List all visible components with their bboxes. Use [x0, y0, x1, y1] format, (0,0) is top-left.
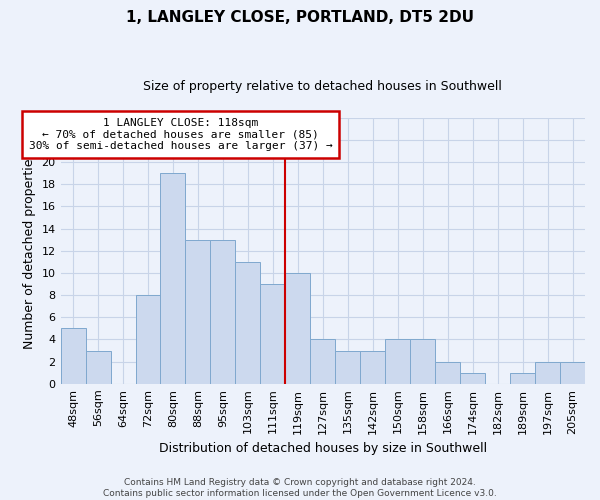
Bar — [136, 295, 160, 384]
X-axis label: Distribution of detached houses by size in Southwell: Distribution of detached houses by size … — [159, 442, 487, 455]
Bar — [460, 372, 485, 384]
Title: Size of property relative to detached houses in Southwell: Size of property relative to detached ho… — [143, 80, 502, 93]
Bar — [435, 362, 460, 384]
Bar — [235, 262, 260, 384]
Bar — [335, 350, 360, 384]
Bar — [410, 340, 435, 384]
Bar — [260, 284, 286, 384]
Bar — [86, 350, 110, 384]
Text: 1 LANGLEY CLOSE: 118sqm
← 70% of detached houses are smaller (85)
30% of semi-de: 1 LANGLEY CLOSE: 118sqm ← 70% of detache… — [29, 118, 332, 151]
Bar — [185, 240, 211, 384]
Text: Contains HM Land Registry data © Crown copyright and database right 2024.
Contai: Contains HM Land Registry data © Crown c… — [103, 478, 497, 498]
Text: 1, LANGLEY CLOSE, PORTLAND, DT5 2DU: 1, LANGLEY CLOSE, PORTLAND, DT5 2DU — [126, 10, 474, 25]
Bar — [61, 328, 86, 384]
Bar — [535, 362, 560, 384]
Bar — [510, 372, 535, 384]
Y-axis label: Number of detached properties: Number of detached properties — [23, 152, 36, 350]
Bar — [360, 350, 385, 384]
Bar — [160, 173, 185, 384]
Bar — [310, 340, 335, 384]
Bar — [286, 273, 310, 384]
Bar — [385, 340, 410, 384]
Bar — [211, 240, 235, 384]
Bar — [560, 362, 585, 384]
